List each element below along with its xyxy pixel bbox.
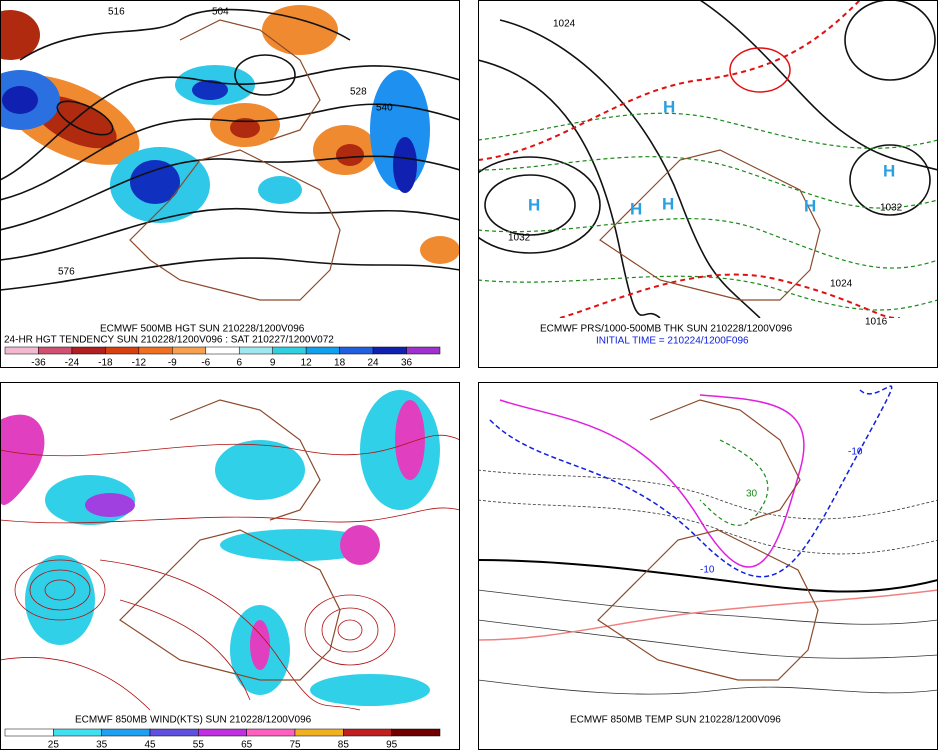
panel-850mb-wind: ECMWF 850MB WIND(KTS) SUN 210228/1200V09… [0,382,460,751]
colorbar-label: 25 [48,740,60,750]
map-wind [0,390,460,711]
colorbar-label: 65 [241,740,253,750]
map-temp [478,385,938,695]
contour-label: 540 [376,103,393,114]
contour-label: 516 [108,7,125,18]
colorbar-swatch [391,728,441,737]
colorbar-label: -18 [98,358,113,369]
panel-frame [0,0,460,368]
contour-label: 1024 [553,19,576,30]
colorbar-label: -6 [201,358,210,369]
colorbar-label: 85 [338,740,350,750]
panel-850mb-temp: -10 -10 30 ECMWF 850MB TEMP SUN 210228/1… [478,382,938,750]
colorbar-swatch [149,728,199,737]
caption: ECMWF 850MB TEMP SUN 210228/1200V096 [570,715,781,726]
colorbar-label: 35 [96,740,108,750]
colorbar-swatch [4,346,39,355]
high-marker: H [883,161,895,180]
colorbar-swatch [339,346,374,355]
colorbar-swatch [238,346,273,355]
colorbar-label: 24 [368,358,380,369]
colorbar-swatch [138,346,173,355]
contour-label: 1032 [880,203,903,214]
high-marker: H [804,196,816,215]
contour-label: -10 [700,565,715,576]
colorbar-label: 75 [289,740,301,750]
contour-label: 1016 [865,317,888,328]
contour-label: 1024 [830,279,853,290]
panel-pressure-thickness: 1024 1032 1032 1024 1016 H H H H H H ECM… [478,0,938,368]
contour-label: 30 [746,489,758,500]
colorbar-label: 9 [270,358,276,369]
colorbar-swatch [406,346,441,355]
colorbar-swatch [71,346,106,355]
colorbar-label: 12 [301,358,313,369]
colorbar-label: 36 [401,358,413,369]
contour-label: 504 [212,7,229,18]
colorbar-label: 95 [386,740,398,750]
colorbar-label: 6 [236,358,242,369]
colorbar-swatch [105,346,140,355]
colorbar: 25 35 45 55 65 75 85 95 [4,728,441,751]
colorbar-swatch [372,346,407,355]
caption: 24-HR HGT TENDENCY SUN 210228/1200V096 :… [4,335,334,346]
map-pressure [478,0,938,318]
colorbar-swatch [101,728,151,737]
colorbar-swatch [305,346,340,355]
colorbar-swatch [272,346,307,355]
colorbar-label: 18 [334,358,346,369]
colorbar-swatch [172,346,207,355]
map-500mb [0,5,460,301]
contour-label: 1032 [508,233,531,244]
caption: ECMWF PRS/1000-500MB THK SUN 210228/1200… [540,324,793,335]
caption: ECMWF 500MB HGT SUN 210228/1200V096 [100,324,305,335]
colorbar-label: -36 [31,358,46,369]
caption: ECMWF 850MB WIND(KTS) SUN 210228/1200V09… [75,715,312,726]
colorbar-swatch [205,346,240,355]
high-marker: H [662,194,674,213]
colorbar-swatch [343,728,392,737]
high-marker: H [663,97,675,116]
colorbar-label: -9 [168,358,177,369]
colorbar-swatch [38,346,73,355]
panel-frame [478,0,938,368]
panel-500mb-height: 516 504 528 540 576 ECMWF 500MB HGT SUN … [0,0,460,369]
high-marker: H [630,199,642,218]
caption: INITIAL TIME = 210224/1200F096 [596,336,749,347]
colorbar-swatch [53,728,102,737]
colorbar: -36 -24 -18 -12 -9 -6 6 9 12 18 24 36 [4,346,441,369]
colorbar-swatch [246,728,296,737]
colorbar-label: 45 [144,740,156,750]
colorbar-swatch [4,728,54,737]
contour-label: 576 [58,267,75,278]
high-marker: H [528,195,540,214]
colorbar-label: 55 [193,740,205,750]
contour-label: -10 [848,447,863,458]
contour-label: 528 [350,87,367,98]
colorbar-label: -24 [65,358,80,369]
colorbar-swatch [198,728,247,737]
colorbar-label: -12 [132,358,147,369]
colorbar-swatch [294,728,344,737]
